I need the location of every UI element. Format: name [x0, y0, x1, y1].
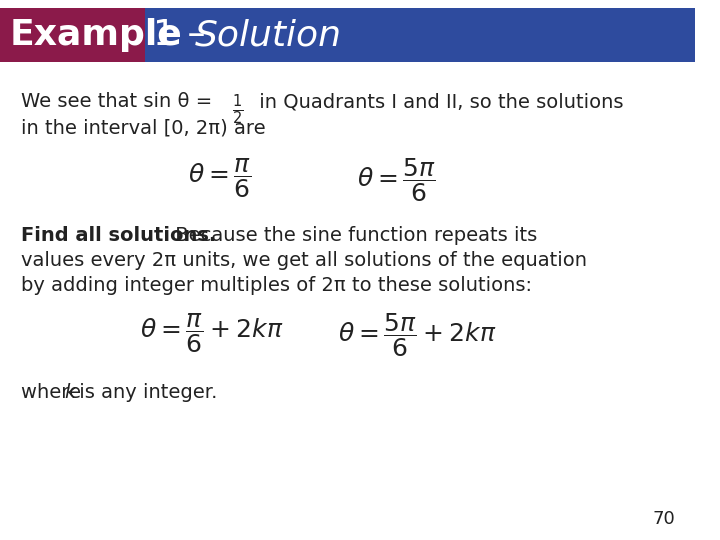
- Text: $\theta = \dfrac{5\pi}{6} + 2k\pi$: $\theta = \dfrac{5\pi}{6} + 2k\pi$: [338, 311, 496, 359]
- Text: Find all solutions.: Find all solutions.: [21, 226, 217, 245]
- FancyBboxPatch shape: [0, 8, 145, 62]
- Text: values every 2π units, we get all solutions of the equation: values every 2π units, we get all soluti…: [21, 251, 588, 270]
- Text: $\theta = \dfrac{\pi}{6}$: $\theta = \dfrac{\pi}{6}$: [188, 156, 252, 200]
- Text: where: where: [21, 383, 88, 402]
- Text: Because the sine function repeats its: Because the sine function repeats its: [169, 226, 537, 245]
- FancyBboxPatch shape: [0, 8, 695, 62]
- Text: 70: 70: [653, 510, 675, 528]
- Text: $\frac{1}{2}$: $\frac{1}{2}$: [232, 92, 243, 126]
- Text: k: k: [65, 383, 76, 402]
- Text: Solution: Solution: [195, 18, 342, 52]
- Text: $\theta = \dfrac{\pi}{6} + 2k\pi$: $\theta = \dfrac{\pi}{6} + 2k\pi$: [140, 311, 284, 355]
- Text: 1 –: 1 –: [153, 18, 217, 52]
- Text: $\theta = \dfrac{5\pi}{6}$: $\theta = \dfrac{5\pi}{6}$: [357, 156, 436, 204]
- Text: by adding integer multiples of 2π to these solutions:: by adding integer multiples of 2π to the…: [21, 276, 532, 295]
- Text: is any integer.: is any integer.: [73, 383, 217, 402]
- Text: cont'd: cont'd: [636, 64, 675, 77]
- Text: Example: Example: [9, 18, 182, 52]
- Text: We see that sin θ =: We see that sin θ =: [21, 92, 219, 111]
- Text: in the interval [0, 2π) are: in the interval [0, 2π) are: [21, 118, 266, 137]
- Text: in Quadrants I and II, so the solutions: in Quadrants I and II, so the solutions: [253, 92, 624, 111]
